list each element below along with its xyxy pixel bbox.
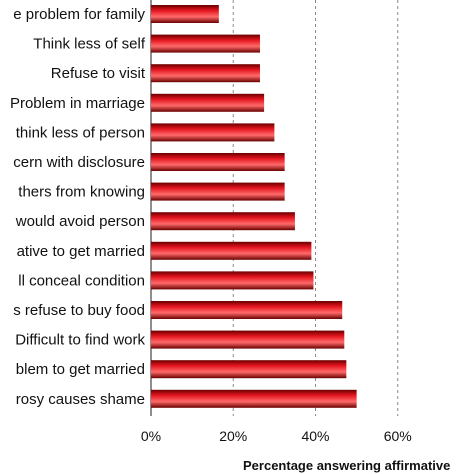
bar [151,64,260,83]
bar [151,389,357,408]
x-tick-label: 40% [301,428,329,444]
category-label: ll conceal condition [18,272,145,289]
category-label: would avoid person [15,213,145,230]
bar [151,301,343,319]
category-label: s refuse to buy food [13,302,145,319]
bar [151,271,314,290]
category-label: e problem for family [13,6,145,23]
bar [151,241,312,260]
bar [151,330,345,349]
category-label: cern with disclosure [13,154,145,171]
category-label: Difficult to find work [15,332,145,349]
bar [151,93,265,112]
category-label: Refuse to visit [51,65,146,82]
x-tick-label: 0% [141,428,161,444]
category-label: blem to get married [16,361,145,378]
bar [151,182,285,201]
category-label: Think less of self [33,36,146,53]
category-label: Problem in marriage [10,95,145,112]
x-tick-label: 20% [219,428,247,444]
bar [151,153,285,171]
bar [151,5,219,23]
category-label: rosy causes shame [16,391,145,408]
category-label: thers from knowing [18,184,145,201]
bar [151,360,347,379]
x-axis-title: Percentage answering affirmative [243,458,450,473]
x-tick-label: 60% [384,428,412,444]
bar [151,34,260,53]
category-label: think less of person [16,124,145,141]
bar [151,123,275,142]
category-label: ative to get married [17,243,145,260]
bar [151,212,295,231]
